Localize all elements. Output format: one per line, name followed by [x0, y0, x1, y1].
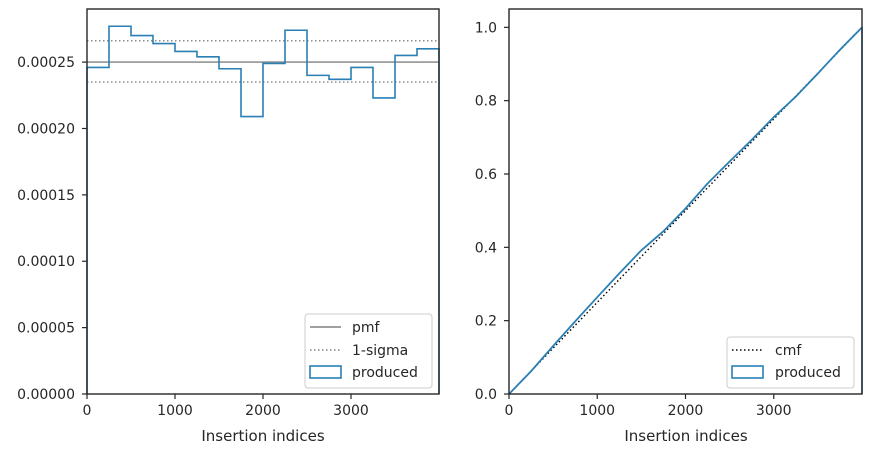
- left-y-tick-label: 0.00015: [17, 188, 75, 204]
- right-y-tick-label: 0.4: [475, 240, 497, 256]
- left-x-tick-label: 0: [83, 403, 92, 419]
- left-plot-area: [86, 25, 440, 394]
- left-y-tick-label: 0.00020: [17, 121, 75, 137]
- right-x-tick-label: 2000: [668, 403, 704, 419]
- left-legend: pmf 1-sigma produced: [304, 313, 433, 389]
- right-x-axis-label: Insertion indices: [624, 427, 747, 445]
- right-x-tick-label: 0: [505, 403, 514, 419]
- produced-histogram-step: [86, 25, 440, 394]
- right-y-tick-label: 0.6: [475, 167, 497, 183]
- left-y-tick-label: 0.00005: [17, 321, 75, 337]
- legend-produced-swatch: [309, 365, 342, 379]
- legend-pmf-label: pmf: [352, 320, 381, 336]
- legend-produced-swatch: [731, 365, 764, 379]
- right-axis-ticks: 0 1000 2000 3000 0.0 0.2 0.4 0.6 0.8 1.0: [475, 20, 792, 419]
- left-x-tick-label: 2000: [245, 403, 281, 419]
- left-x-tick-label: 1000: [157, 403, 193, 419]
- right-y-tick-label: 1.0: [475, 20, 497, 36]
- right-chart-panel: 0 1000 2000 3000 0.0 0.2 0.4 0.6 0.8 1.0 Insertio…: [475, 8, 863, 445]
- left-x-tick-label: 3000: [333, 403, 369, 419]
- left-y-tick-label: 0.00025: [17, 55, 75, 71]
- left-x-axis-label: Insertion indices: [201, 427, 324, 445]
- left-chart-panel: 0 1000 2000 3000 0.00000 0.00005 0.00010 0.0001…: [17, 8, 440, 445]
- right-y-tick-label: 0.8: [475, 94, 497, 110]
- legend-cmf-label: cmf: [775, 343, 802, 359]
- legend-sigma-label: 1-sigma: [352, 343, 408, 359]
- right-y-tick-label: 0.0: [475, 387, 497, 403]
- left-y-tick-label: 0.00000: [17, 387, 75, 403]
- right-x-tick-label: 3000: [756, 403, 792, 419]
- left-axis-ticks: 0 1000 2000 3000 0.00000 0.00005 0.00010 0.0001…: [17, 55, 369, 419]
- right-y-tick-label: 0.2: [475, 314, 497, 330]
- legend-produced-label: produced: [775, 365, 841, 381]
- left-y-tick-label: 0.00010: [17, 254, 75, 270]
- produced-cumulative-line: [508, 26, 863, 395]
- right-legend: cmf produced: [726, 336, 855, 389]
- left-legend-box: [304, 313, 433, 389]
- right-x-tick-label: 1000: [579, 403, 615, 419]
- legend-produced-label: produced: [352, 365, 418, 381]
- right-legend-box: [726, 336, 855, 389]
